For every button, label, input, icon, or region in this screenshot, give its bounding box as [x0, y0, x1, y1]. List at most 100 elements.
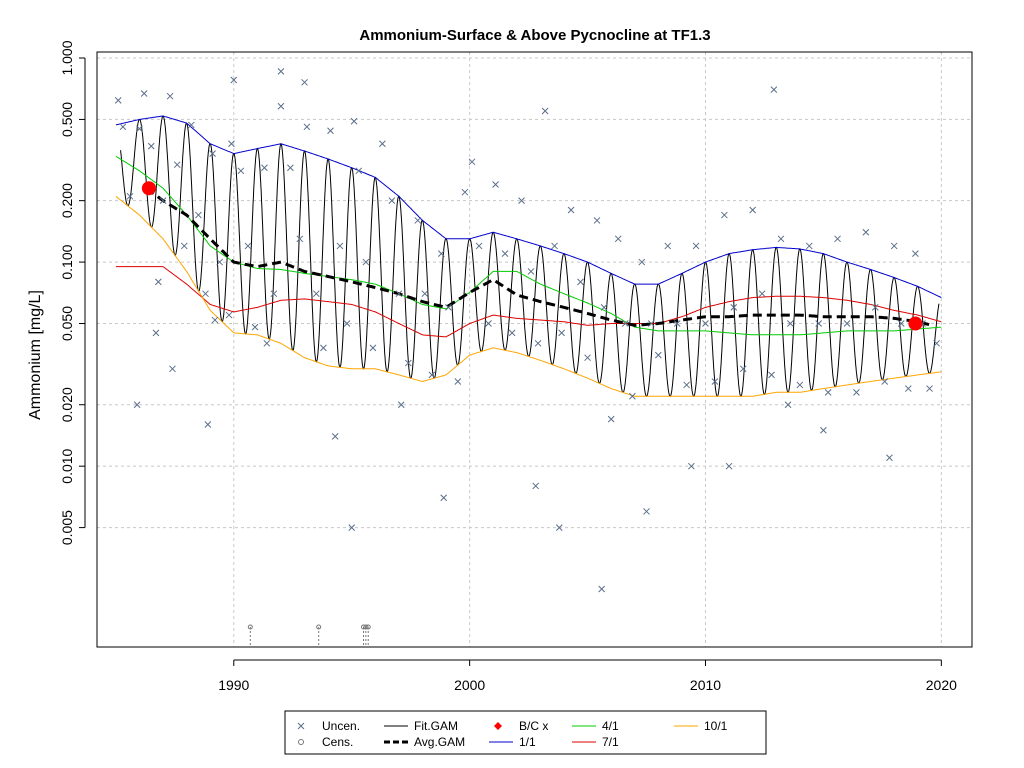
uncensored-point [169, 365, 176, 373]
uncensored-point [204, 421, 212, 428]
uncensored-point [805, 242, 813, 250]
uncensored-point [853, 388, 860, 396]
uncensored-point [777, 235, 785, 243]
bc-point [908, 316, 923, 331]
uncensored-point [230, 76, 238, 84]
uncensored-point [209, 150, 216, 157]
uncensored-point [312, 290, 320, 298]
uncensored-point [687, 462, 695, 470]
uncensored-point [711, 378, 719, 385]
uncensored-point [607, 415, 615, 423]
uncensored-point [348, 524, 356, 531]
uncensored-point [555, 524, 563, 531]
uncensored-point [270, 290, 278, 298]
uncensored-point [211, 316, 219, 324]
y-tick-label: 0.020 [59, 387, 75, 422]
uncensored-point [886, 454, 893, 462]
uncensored-point [404, 359, 412, 367]
uncensored-point [692, 242, 700, 250]
uncensored-point [277, 68, 285, 75]
y-tick-label: 1.000 [59, 40, 75, 75]
uncensored-point [577, 278, 584, 286]
uncensored-point [593, 217, 601, 224]
uncensored-point [518, 197, 525, 205]
y-tick-label: 0.500 [59, 102, 75, 137]
uncensored-point [225, 311, 233, 319]
legend-box [284, 710, 767, 755]
uncensored-point [768, 371, 775, 379]
uncensored-point [440, 494, 448, 502]
y-tick-label: 0.100 [59, 244, 75, 279]
uncensored-point [834, 235, 841, 243]
grid-lines [97, 52, 972, 647]
uncensored-point [508, 329, 516, 337]
series-line-1-1 [115, 115, 942, 299]
uncensored-point [445, 304, 452, 311]
uncensored-point [195, 211, 202, 219]
uncensored-point [739, 365, 747, 373]
uncensored-point [303, 123, 311, 131]
uncensored-point [327, 127, 334, 135]
legend-label: Avg.GAM [414, 735, 465, 749]
uncensored-point [600, 304, 608, 311]
y-axis: 0.005 0.010 0.020 0.050 0.100 0.200 0.500 1.000 [59, 40, 86, 545]
uncensored-point [501, 250, 509, 257]
uncensored-point [336, 242, 344, 250]
uncensored-point [862, 228, 870, 236]
uncensored-point [904, 385, 912, 392]
uncensored-point [614, 235, 622, 243]
uncensored-point [926, 385, 933, 392]
uncensored-point [598, 585, 606, 593]
uncensored-point [454, 378, 462, 385]
uncensored-point [437, 250, 445, 257]
data-points [114, 68, 940, 593]
legend-label: Cens. [322, 735, 353, 749]
censored-points [247, 624, 371, 647]
uncensored-point [770, 86, 778, 93]
uncensored-point [551, 242, 558, 250]
legend-label: 1/1 [519, 735, 536, 749]
bc-points [141, 181, 923, 331]
uncensored-point [558, 329, 565, 337]
uncensored-point [702, 320, 709, 327]
uncensored-point [369, 344, 377, 352]
fit-gam-line [120, 115, 940, 397]
uncensored-point [154, 278, 162, 286]
uncensored-point [166, 92, 174, 100]
uncensored-point [820, 426, 827, 434]
uncensored-point [261, 164, 268, 172]
series-line-10-1 [115, 195, 942, 397]
uncensored-point [388, 197, 396, 205]
uncensored-point [126, 192, 134, 200]
uncensored-point [843, 320, 851, 327]
x-axis: 1990 2000 2010 2020 [218, 659, 957, 693]
series-lines [115, 115, 942, 397]
uncensored-point [721, 211, 728, 219]
legend-cens-icon [298, 739, 304, 745]
uncensored-point [881, 378, 889, 385]
uncensored-point [749, 206, 757, 214]
legend-label: Fit.GAM [414, 719, 458, 733]
uncensored-point [787, 320, 794, 327]
uncensored-point [362, 258, 370, 266]
uncensored-point [421, 290, 429, 298]
uncensored-point [815, 320, 823, 327]
uncensored-point [492, 181, 499, 188]
uncensored-point [379, 140, 386, 148]
uncensored-point [180, 242, 188, 250]
bc-point [141, 181, 156, 196]
uncensored-point [320, 344, 327, 352]
uncensored-point [890, 242, 898, 250]
uncensored-point [244, 242, 252, 250]
x-tick-label: 1990 [218, 677, 249, 693]
y-tick-label: 0.005 [59, 510, 75, 545]
uncensored-point [468, 158, 476, 166]
y-axis-label: Ammonium [mg/L] [27, 290, 44, 420]
uncensored-point [621, 320, 629, 327]
uncensored-point [228, 140, 235, 148]
uncensored-point [119, 123, 127, 131]
uncensored-point [133, 401, 141, 409]
uncensored-point [796, 381, 804, 389]
series-line-7-1 [115, 266, 942, 338]
